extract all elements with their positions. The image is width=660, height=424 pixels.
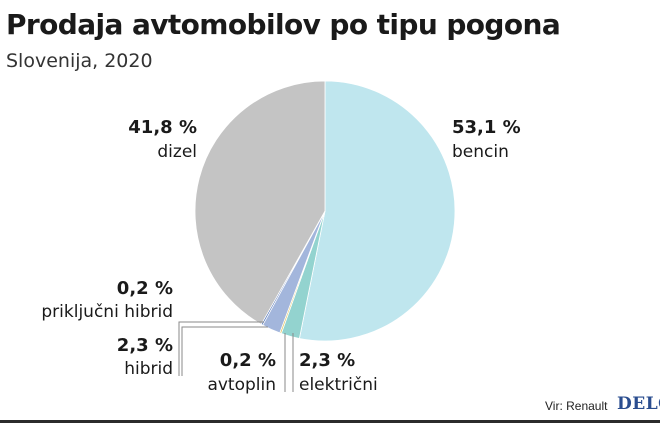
label-value-elektricni: 2,3 % <box>299 350 355 371</box>
label-value-dizel: 41,8 % <box>128 117 197 138</box>
label-name-elektricni: električni <box>299 375 378 395</box>
chart-subtitle: Slovenija, 2020 <box>6 50 153 72</box>
label-name-dizel: dizel <box>157 142 197 162</box>
leader-lines <box>178 321 294 392</box>
label-value-bencin: 53,1 % <box>452 117 521 138</box>
slice-labels: 53,1 % bencin 41,8 % dizel 0,2 % priklju… <box>41 117 520 395</box>
label-value-avtoplin: 0,2 % <box>220 350 276 371</box>
label-name-prikljucni-hibrid: priključni hibrid <box>41 302 173 322</box>
leader-line-prikljucni-hibrid <box>178 321 264 376</box>
pie-slice-0 <box>298 80 456 342</box>
label-value-hibrid: 2,3 % <box>117 335 173 356</box>
pie-slice-5 <box>194 80 326 325</box>
label-name-bencin: bencin <box>452 142 509 162</box>
pie-slices <box>194 80 456 342</box>
label-name-avtoplin: avtoplin <box>207 375 276 395</box>
label-value-prikljucni-hibrid: 0,2 % <box>117 278 173 299</box>
bottom-rule <box>0 420 660 423</box>
chart-title: Prodaja avtomobilov po tipu pogona <box>6 8 561 41</box>
brand-logo: DELO <box>617 394 660 414</box>
source-note: Vir: Renault <box>545 399 608 413</box>
leader-line-hibrid <box>181 326 268 376</box>
label-name-hibrid: hibrid <box>124 359 173 379</box>
